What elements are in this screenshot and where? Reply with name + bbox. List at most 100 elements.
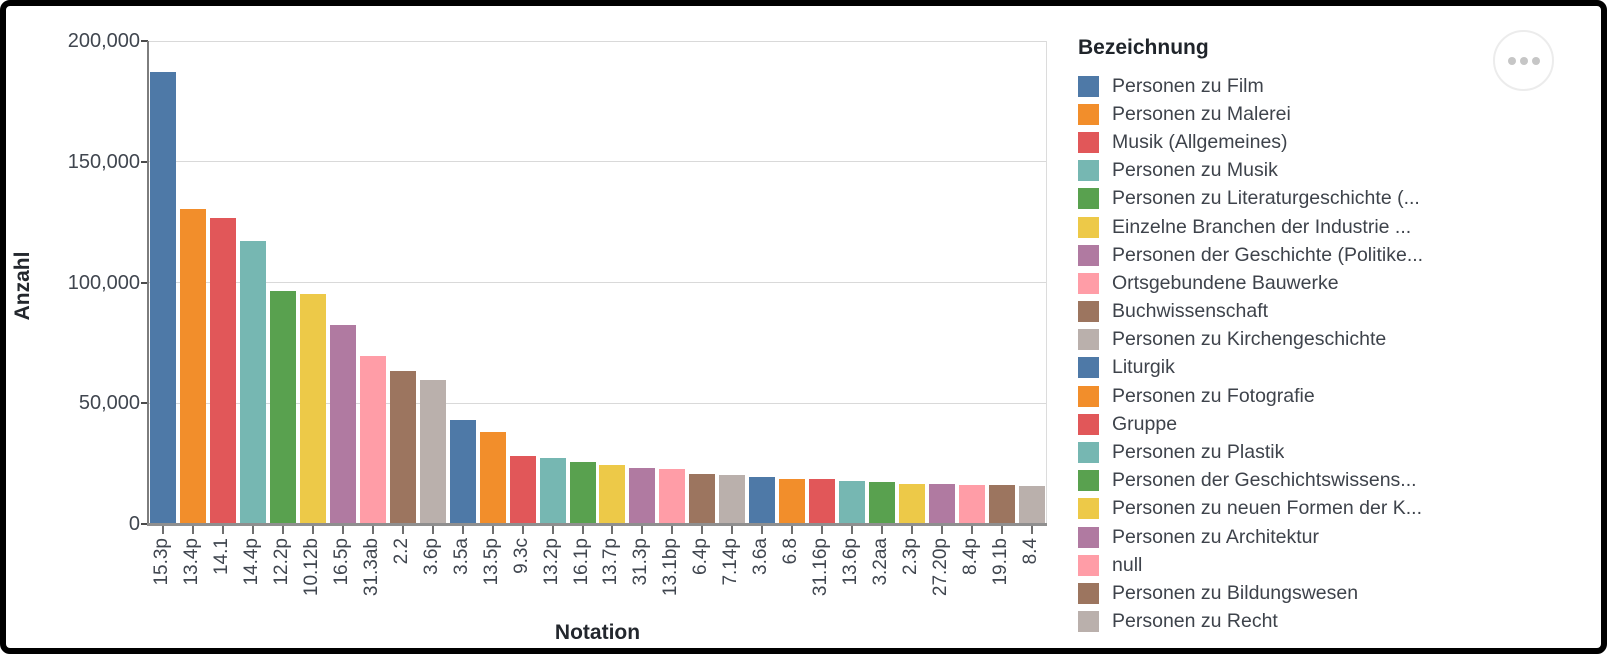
legend-item[interactable]: Personen zu Architektur	[1078, 523, 1478, 551]
bar-2.2[interactable]	[389, 371, 416, 524]
y-axis-tick	[141, 40, 148, 42]
legend-item[interactable]: Buchwissenschaft	[1078, 298, 1478, 326]
legend-swatch-icon	[1078, 582, 1099, 604]
bar-15.3p[interactable]	[149, 72, 176, 524]
x-axis-tick	[161, 525, 164, 534]
legend-item[interactable]: Personen der Geschichte (Politike...	[1078, 241, 1478, 269]
x-axis-tick-label: 13.2p	[540, 538, 562, 586]
x-axis-tick	[851, 525, 854, 534]
legend-title: Bezeichnung	[1078, 36, 1209, 59]
legend-swatch-icon	[1078, 413, 1099, 435]
legend-item[interactable]: Personen zu Bildungswesen	[1078, 579, 1478, 607]
legend-item[interactable]: Personen zu Film	[1078, 72, 1478, 100]
y-gridline	[148, 161, 1047, 163]
bar-16.5p[interactable]	[329, 325, 356, 524]
x-axis-tick	[971, 525, 974, 534]
legend-item-label: Personen zu Bildungswesen	[1112, 581, 1359, 604]
bar-31.3p[interactable]	[629, 467, 656, 524]
bar-9.3c[interactable]	[509, 455, 536, 524]
legend-item[interactable]: Personen zu Fotografie	[1078, 382, 1478, 410]
legend-item[interactable]: Personen zu Recht	[1078, 608, 1478, 636]
y-axis-tick-label: 200,000	[67, 30, 140, 52]
legend-swatch-icon	[1078, 611, 1099, 633]
legend-item-label: Personen der Geschichtswissens...	[1112, 469, 1417, 492]
legend-item-label: Personen zu Musik	[1112, 159, 1278, 182]
chart-options-button[interactable]	[1493, 30, 1554, 91]
bar-3.6p[interactable]	[419, 379, 446, 524]
legend-item[interactable]: Personen zu Kirchengeschichte	[1078, 326, 1478, 354]
bar-16.1p[interactable]	[569, 461, 596, 524]
x-axis-tick-label: 6.8	[780, 538, 802, 565]
x-axis-tick-label: 3.6a	[750, 538, 772, 575]
x-axis-tick	[191, 525, 194, 534]
legend-item-label: Musik (Allgemeines)	[1112, 130, 1288, 153]
x-axis-tick	[341, 525, 344, 534]
x-axis-tick-label: 19.1b	[990, 538, 1012, 586]
legend-item-label: Personen zu Architektur	[1112, 525, 1320, 548]
bar-6.4p[interactable]	[689, 474, 716, 524]
x-axis-tick	[911, 525, 914, 534]
bar-31.3ab[interactable]	[359, 356, 386, 524]
legend-item[interactable]: Personen zu Malerei	[1078, 100, 1478, 128]
bar-19.1b[interactable]	[989, 485, 1016, 524]
legend-item[interactable]: null	[1078, 551, 1478, 579]
bar-13.2p[interactable]	[539, 457, 566, 524]
legend-item-label: Personen zu Literaturgeschichte (...	[1112, 187, 1420, 210]
bar-3.5a[interactable]	[449, 419, 476, 524]
bar-2.3p[interactable]	[899, 483, 926, 524]
y-gridline	[148, 282, 1047, 283]
bar-13.4p[interactable]	[179, 208, 206, 524]
bar-31.16p[interactable]	[809, 479, 836, 524]
x-axis-tick-label: 3.6p	[420, 538, 442, 575]
x-axis-tick-label: 8.4p	[960, 538, 982, 575]
bar-13.1bp[interactable]	[659, 468, 686, 524]
legend-item[interactable]: Personen zu Musik	[1078, 157, 1478, 185]
legend-item[interactable]: Personen zu Literaturgeschichte (...	[1078, 185, 1478, 213]
legend-swatch-icon	[1078, 526, 1099, 548]
legend-swatch-icon	[1078, 131, 1099, 153]
legend-swatch-icon	[1078, 244, 1099, 266]
legend-item-label: Personen zu Film	[1112, 74, 1264, 97]
x-axis-tick	[1001, 525, 1004, 534]
legend-item-label: Ortsgebundene Bauwerke	[1112, 271, 1339, 294]
x-axis-tick	[401, 525, 404, 534]
x-axis-tick	[701, 525, 704, 534]
bar-13.7p[interactable]	[599, 464, 626, 524]
legend-item[interactable]: Gruppe	[1078, 410, 1478, 438]
legend-swatch-icon	[1078, 498, 1099, 520]
bar-7.14p[interactable]	[719, 474, 746, 524]
x-axis-tick-label: 13.6p	[840, 538, 862, 586]
bar-12.2p[interactable]	[269, 290, 296, 524]
x-axis-tick-label: 13.1bp	[660, 538, 682, 597]
x-axis-tick	[551, 525, 554, 534]
bar-14.4p[interactable]	[239, 241, 266, 524]
legend-swatch-icon	[1078, 272, 1099, 294]
legend-item[interactable]: Personen der Geschichtswissens...	[1078, 467, 1478, 495]
bar-13.6p[interactable]	[839, 481, 866, 524]
bar-13.5p[interactable]	[479, 432, 506, 524]
legend-item-label: Buchwissenschaft	[1112, 300, 1269, 323]
x-axis-tick-label: 13.4p	[180, 538, 202, 586]
legend-item[interactable]: Ortsgebundene Bauwerke	[1078, 269, 1478, 297]
y-axis-title: Anzahl	[11, 251, 34, 321]
legend-item[interactable]: Musik (Allgemeines)	[1078, 128, 1478, 156]
bar-14.1[interactable]	[209, 218, 236, 524]
bar-27.20p[interactable]	[929, 484, 956, 524]
bar-3.2aa[interactable]	[869, 481, 896, 524]
legend-item[interactable]: Einzelne Branchen der Industrie ...	[1078, 213, 1478, 241]
legend: Bezeichnung Personen zu Film Personen zu …	[1078, 36, 1478, 636]
legend-item[interactable]: Personen zu neuen Formen der K...	[1078, 495, 1478, 523]
x-axis-tick-label: 13.7p	[600, 538, 622, 586]
y-axis-tick	[141, 281, 148, 284]
bar-3.6a[interactable]	[749, 477, 776, 524]
bar-6.8[interactable]	[779, 479, 806, 524]
x-axis-tick	[941, 525, 944, 534]
legend-item[interactable]: Liturgik	[1078, 354, 1478, 382]
bar-10.12b[interactable]	[299, 293, 326, 524]
bar-8.4p[interactable]	[959, 484, 986, 524]
bar-8.4[interactable]	[1019, 485, 1046, 524]
y-axis-tick-label: 100,000	[67, 271, 140, 294]
legend-item[interactable]: Personen zu Plastik	[1078, 438, 1478, 466]
x-axis-tick-label: 16.1p	[570, 538, 592, 586]
